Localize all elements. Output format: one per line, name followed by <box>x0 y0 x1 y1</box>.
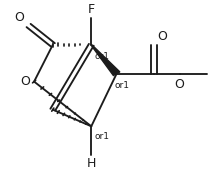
Text: F: F <box>88 3 95 16</box>
Text: O: O <box>20 75 30 88</box>
Text: or1: or1 <box>95 132 110 141</box>
Text: H: H <box>87 157 96 170</box>
Polygon shape <box>91 44 120 75</box>
Text: O: O <box>157 30 167 43</box>
Text: O: O <box>174 78 184 91</box>
Text: or1: or1 <box>114 81 129 90</box>
Text: or1: or1 <box>95 52 110 61</box>
Text: O: O <box>14 11 24 24</box>
